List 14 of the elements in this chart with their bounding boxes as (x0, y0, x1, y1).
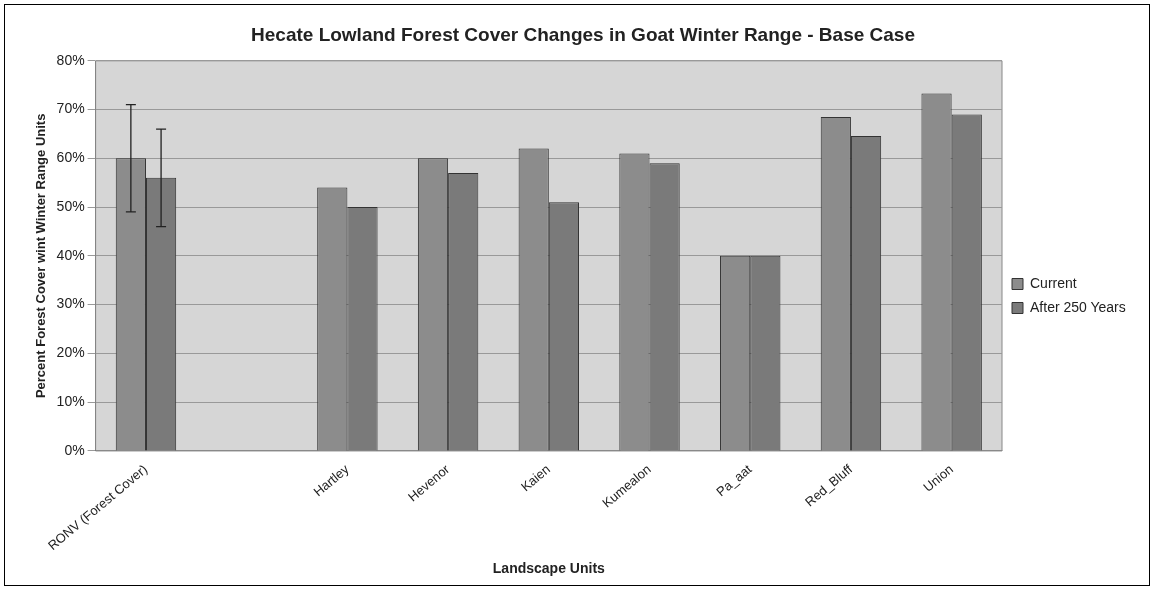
y-tick-label: 70% (56, 100, 85, 117)
y-tick-label: 80% (56, 51, 85, 68)
chart-title: Hecate Lowland Forest Cover Changes in Goat Winter Range - Base Case (251, 23, 915, 45)
legend-label: Current (1030, 274, 1077, 291)
y-tick-label: 50% (56, 197, 85, 214)
y-tick-label: 60% (56, 149, 85, 166)
y-tick-label: 0% (64, 441, 85, 458)
legend-label: After 250 Years (1030, 298, 1126, 315)
y-tick-label: 10% (56, 393, 85, 410)
y-axis-title: Percent Forest Cover wint Winter Range Units (33, 113, 49, 399)
y-tick-label: 20% (56, 344, 85, 361)
y-tick-label: 30% (56, 295, 85, 312)
y-tick-label: 40% (56, 246, 85, 263)
x-axis-title: Landscape Units (492, 560, 606, 577)
